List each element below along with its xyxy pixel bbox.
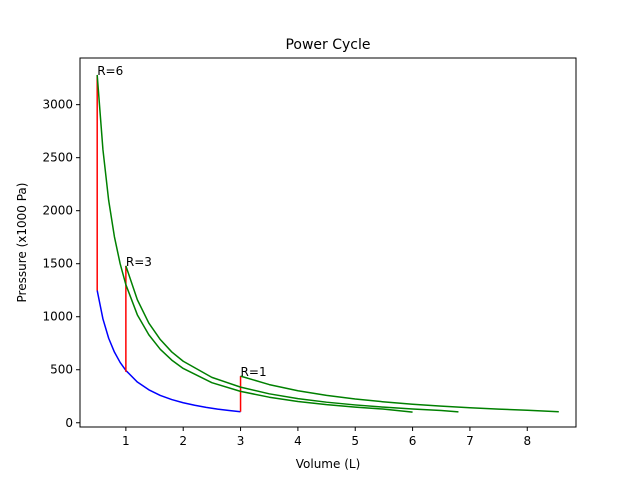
y-axis-label: Pressure (x1000 Pa) bbox=[15, 183, 29, 303]
y-axis: 0 500 1000 1500 2000 2500 3000 bbox=[42, 98, 80, 430]
annotation-label: R=6 bbox=[97, 64, 123, 78]
plot-frame bbox=[79, 57, 577, 428]
annotation-label: R=3 bbox=[126, 255, 152, 269]
x-tick-label: 8 bbox=[523, 434, 531, 448]
annotations: R=6 R=3 R=1 bbox=[97, 64, 266, 379]
expansion-line-5 bbox=[125, 265, 459, 413]
x-tick-label: 4 bbox=[294, 434, 302, 448]
x-tick-label: 2 bbox=[179, 434, 187, 448]
chart-title: Power Cycle bbox=[285, 37, 370, 53]
y-tick-label: 500 bbox=[50, 363, 73, 377]
x-tick-label: 5 bbox=[351, 434, 359, 448]
x-axis: 1 2 3 4 5 6 7 8 bbox=[122, 427, 531, 448]
x-tick-label: 1 bbox=[122, 434, 130, 448]
y-tick-label: 2500 bbox=[42, 151, 73, 165]
annotation-label: R=1 bbox=[241, 365, 267, 379]
y-tick-label: 2000 bbox=[42, 204, 73, 218]
y-tick-label: 1500 bbox=[42, 257, 73, 271]
compression-line-0 bbox=[96, 290, 241, 413]
y-tick-label: 1000 bbox=[42, 310, 73, 324]
x-tick-label: 6 bbox=[409, 434, 417, 448]
plot-content bbox=[96, 74, 559, 413]
y-tick-label: 0 bbox=[65, 416, 73, 430]
y-tick-label: 3000 bbox=[42, 98, 73, 112]
x-tick-label: 7 bbox=[466, 434, 474, 448]
x-tick-label: 3 bbox=[237, 434, 245, 448]
expansion-line-4 bbox=[96, 74, 413, 413]
x-axis-label: Volume (L) bbox=[296, 457, 361, 471]
expansion-line-6 bbox=[240, 375, 559, 413]
